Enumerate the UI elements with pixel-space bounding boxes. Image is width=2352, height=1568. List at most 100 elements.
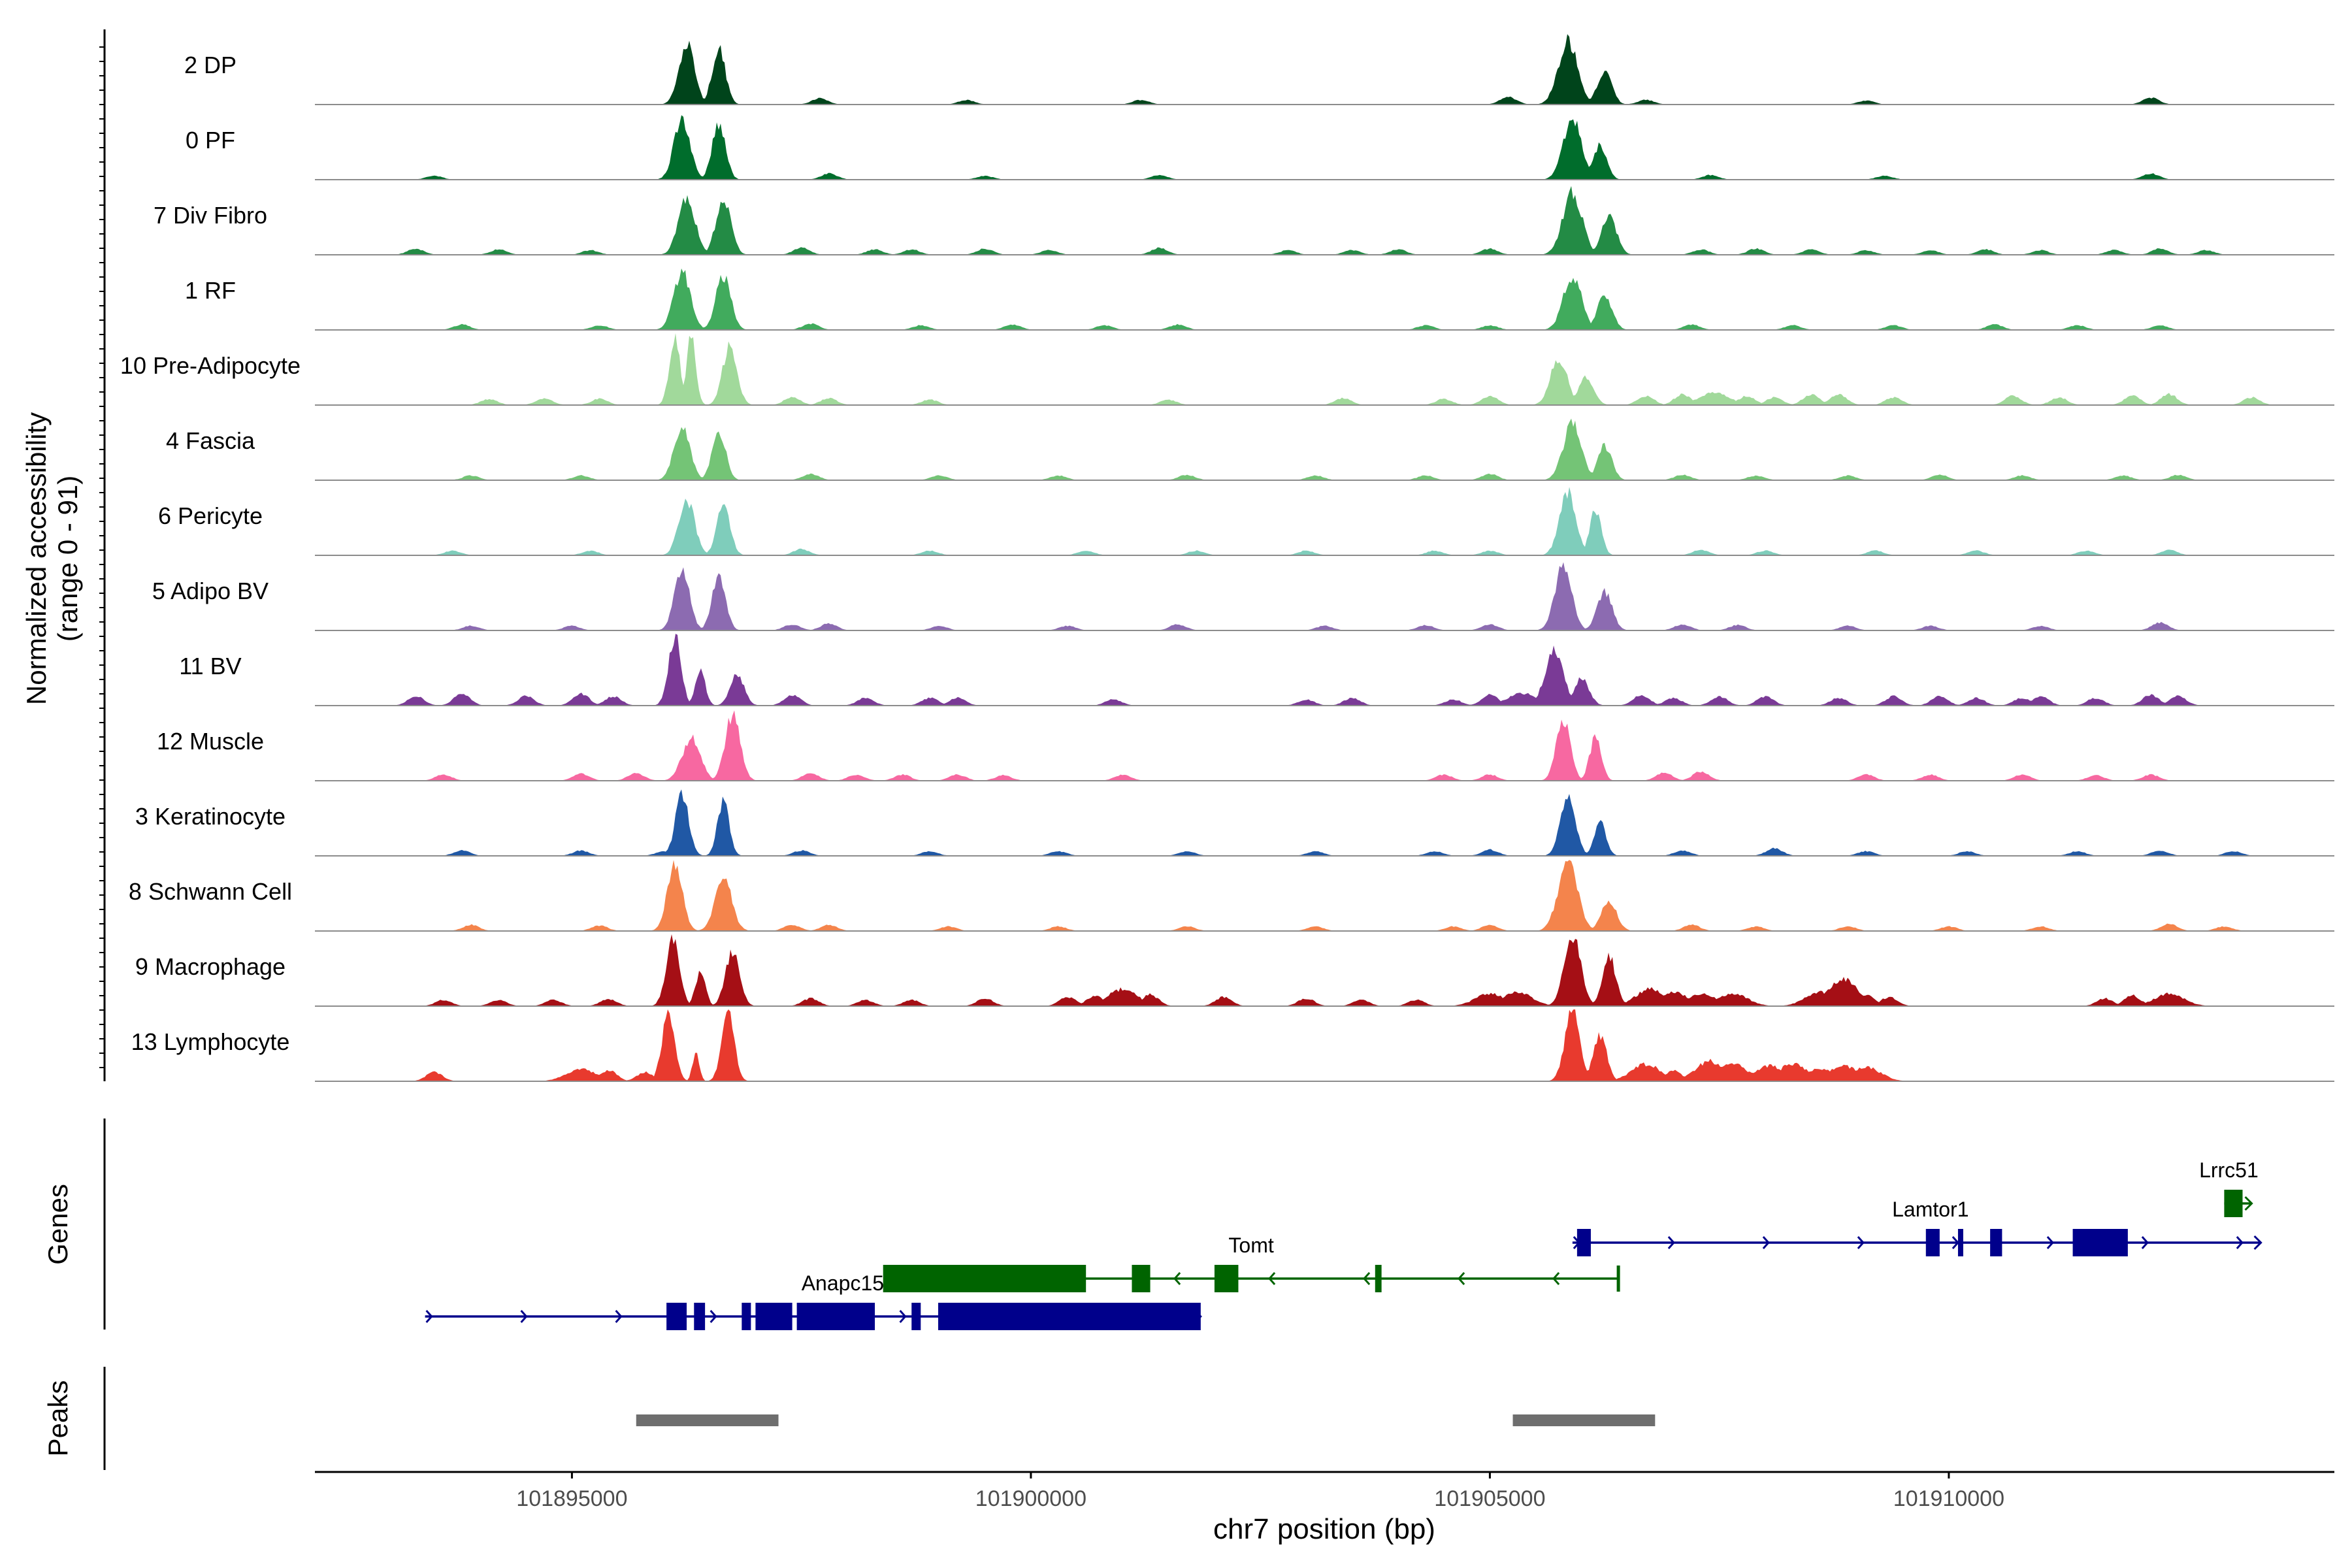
gene-exon — [742, 1303, 751, 1330]
strand-arrow-end — [2253, 1235, 2262, 1250]
track-coverage-area — [315, 34, 2334, 105]
gene-exon — [666, 1303, 687, 1330]
gene-exon — [911, 1303, 921, 1330]
coverage-tracks: 2 DP 0 PF 7 Div Fibro 1 RF 10 Pre-Adipocyte 4… — [120, 34, 2334, 1082]
gene-exon — [694, 1303, 706, 1330]
track-label: 6 Pericyte — [158, 502, 263, 529]
peaks-panel-label: Peaks — [42, 1380, 73, 1457]
track-2: 7 Div Fibro — [154, 186, 2334, 255]
track-coverage-area — [315, 562, 2334, 630]
peak-region-bar — [1512, 1414, 1656, 1426]
y-axis-label-line2: (range 0 - 91) — [52, 476, 83, 642]
track-coverage-area — [315, 789, 2334, 856]
track-11: 8 Schwann Cell — [129, 860, 2334, 932]
track-coverage-area — [315, 1009, 2334, 1081]
strand-arrow — [1762, 1236, 1770, 1249]
genes-panel-label: Genes — [42, 1184, 73, 1265]
strand-arrow — [1952, 1236, 1959, 1249]
gene-anapc15: Anapc15 — [425, 1271, 1202, 1330]
gene-exon — [1576, 1229, 1591, 1256]
gene-lamtor1: Lamtor1 — [1572, 1198, 2262, 1256]
track-coverage-area — [315, 333, 2334, 405]
strand-arrow — [1363, 1272, 1371, 1285]
gene-exon — [883, 1265, 1086, 1292]
x-tick-label: 101895000 — [516, 1486, 627, 1511]
track-coverage-area — [315, 418, 2334, 480]
strand-arrow — [1173, 1272, 1181, 1285]
track-coverage-area — [315, 268, 2334, 330]
gene-exon — [938, 1303, 1201, 1330]
gene-exon — [1990, 1229, 2002, 1256]
strand-arrow — [520, 1310, 528, 1323]
track-label: 7 Div Fibro — [154, 202, 267, 229]
track-label: 9 Macrophage — [135, 953, 286, 980]
track-coverage-area — [315, 710, 2334, 781]
gene-exon — [1214, 1265, 1239, 1292]
gene-tomt: Tomt — [883, 1233, 1620, 1292]
peak-region-bar — [636, 1414, 779, 1426]
strand-arrow — [1268, 1272, 1276, 1285]
x-tick-label: 101905000 — [1434, 1486, 1545, 1511]
track-9: 12 Muscle — [157, 710, 2334, 781]
strand-arrow — [2046, 1236, 2054, 1249]
strand-arrow — [1552, 1272, 1560, 1285]
gene-exon — [2072, 1229, 2128, 1256]
track-5: 4 Fascia — [166, 418, 2334, 481]
track-coverage-area — [315, 860, 2334, 931]
gene-exon — [1375, 1265, 1382, 1292]
track-7: 5 Adipo BV — [152, 562, 2334, 631]
strand-arrow — [425, 1310, 433, 1323]
track-label: 8 Schwann Cell — [129, 878, 292, 905]
track-label: 0 PF — [186, 127, 235, 154]
track-label: 1 RF — [185, 277, 236, 304]
strand-arrow — [1667, 1236, 1675, 1249]
track-label: 10 Pre-Adipocyte — [120, 352, 301, 379]
strand-arrow — [615, 1310, 623, 1323]
track-coverage-area — [315, 634, 2334, 706]
strand-arrow-end — [2244, 1196, 2253, 1211]
gene-exon — [755, 1303, 792, 1330]
track-10: 3 Keratinocyte — [135, 789, 2334, 857]
strand-arrow — [2141, 1236, 2149, 1249]
track-8: 11 BV — [179, 634, 2334, 706]
track-3: 1 RF — [185, 268, 2334, 331]
track-label: 11 BV — [179, 653, 241, 679]
strand-arrow — [1857, 1236, 1865, 1249]
track-coverage-area — [315, 487, 2334, 555]
track-coverage-area — [315, 186, 2334, 255]
track-4: 10 Pre-Adipocyte — [120, 333, 2334, 406]
gene-label: Anapc15 — [802, 1271, 884, 1295]
gene-label: Lrrc51 — [2199, 1158, 2259, 1182]
gene-exon — [1132, 1265, 1151, 1292]
track-12: 9 Macrophage — [135, 934, 2334, 1007]
strand-arrow — [710, 1310, 717, 1323]
gene-exon — [2224, 1190, 2243, 1217]
track-0: 2 DP — [184, 34, 2334, 105]
gene-exon — [1925, 1229, 1940, 1256]
track-label: 5 Adipo BV — [152, 578, 269, 604]
gene-label: Tomt — [1228, 1233, 1273, 1257]
y-axis-label-line1: Normalized accessibility — [21, 412, 52, 705]
strand-arrow — [899, 1310, 907, 1323]
coverage-y-axis-ticks — [99, 46, 105, 1068]
track-label: 2 DP — [184, 52, 237, 78]
track-label: 4 Fascia — [166, 427, 255, 454]
track-6: 6 Pericyte — [158, 487, 2334, 556]
track-label: 12 Muscle — [157, 728, 264, 755]
gene-annotations: Anapc15 Tomt Lamtor1 Lrrc51 — [425, 1158, 2262, 1330]
strand-arrow — [1458, 1272, 1465, 1285]
gene-label: Lamtor1 — [1892, 1198, 1968, 1221]
x-axis-label: chr7 position (bp) — [1213, 1513, 1435, 1545]
track-1: 0 PF — [186, 115, 2334, 180]
track-13: 13 Lymphocyte — [131, 1009, 2334, 1082]
gene-lrrc51: Lrrc51 — [2199, 1158, 2259, 1217]
peak-regions — [636, 1414, 1656, 1426]
x-axis-ticks: 101895000 101900000 101905000 101910000 — [516, 1472, 2004, 1511]
x-tick-label: 101900000 — [975, 1486, 1086, 1511]
x-tick-label: 101910000 — [1893, 1486, 2004, 1511]
gene-exon — [796, 1303, 875, 1330]
track-coverage-area — [315, 115, 2334, 180]
track-label: 3 Keratinocyte — [135, 803, 286, 830]
gene-exon — [1957, 1229, 1963, 1256]
